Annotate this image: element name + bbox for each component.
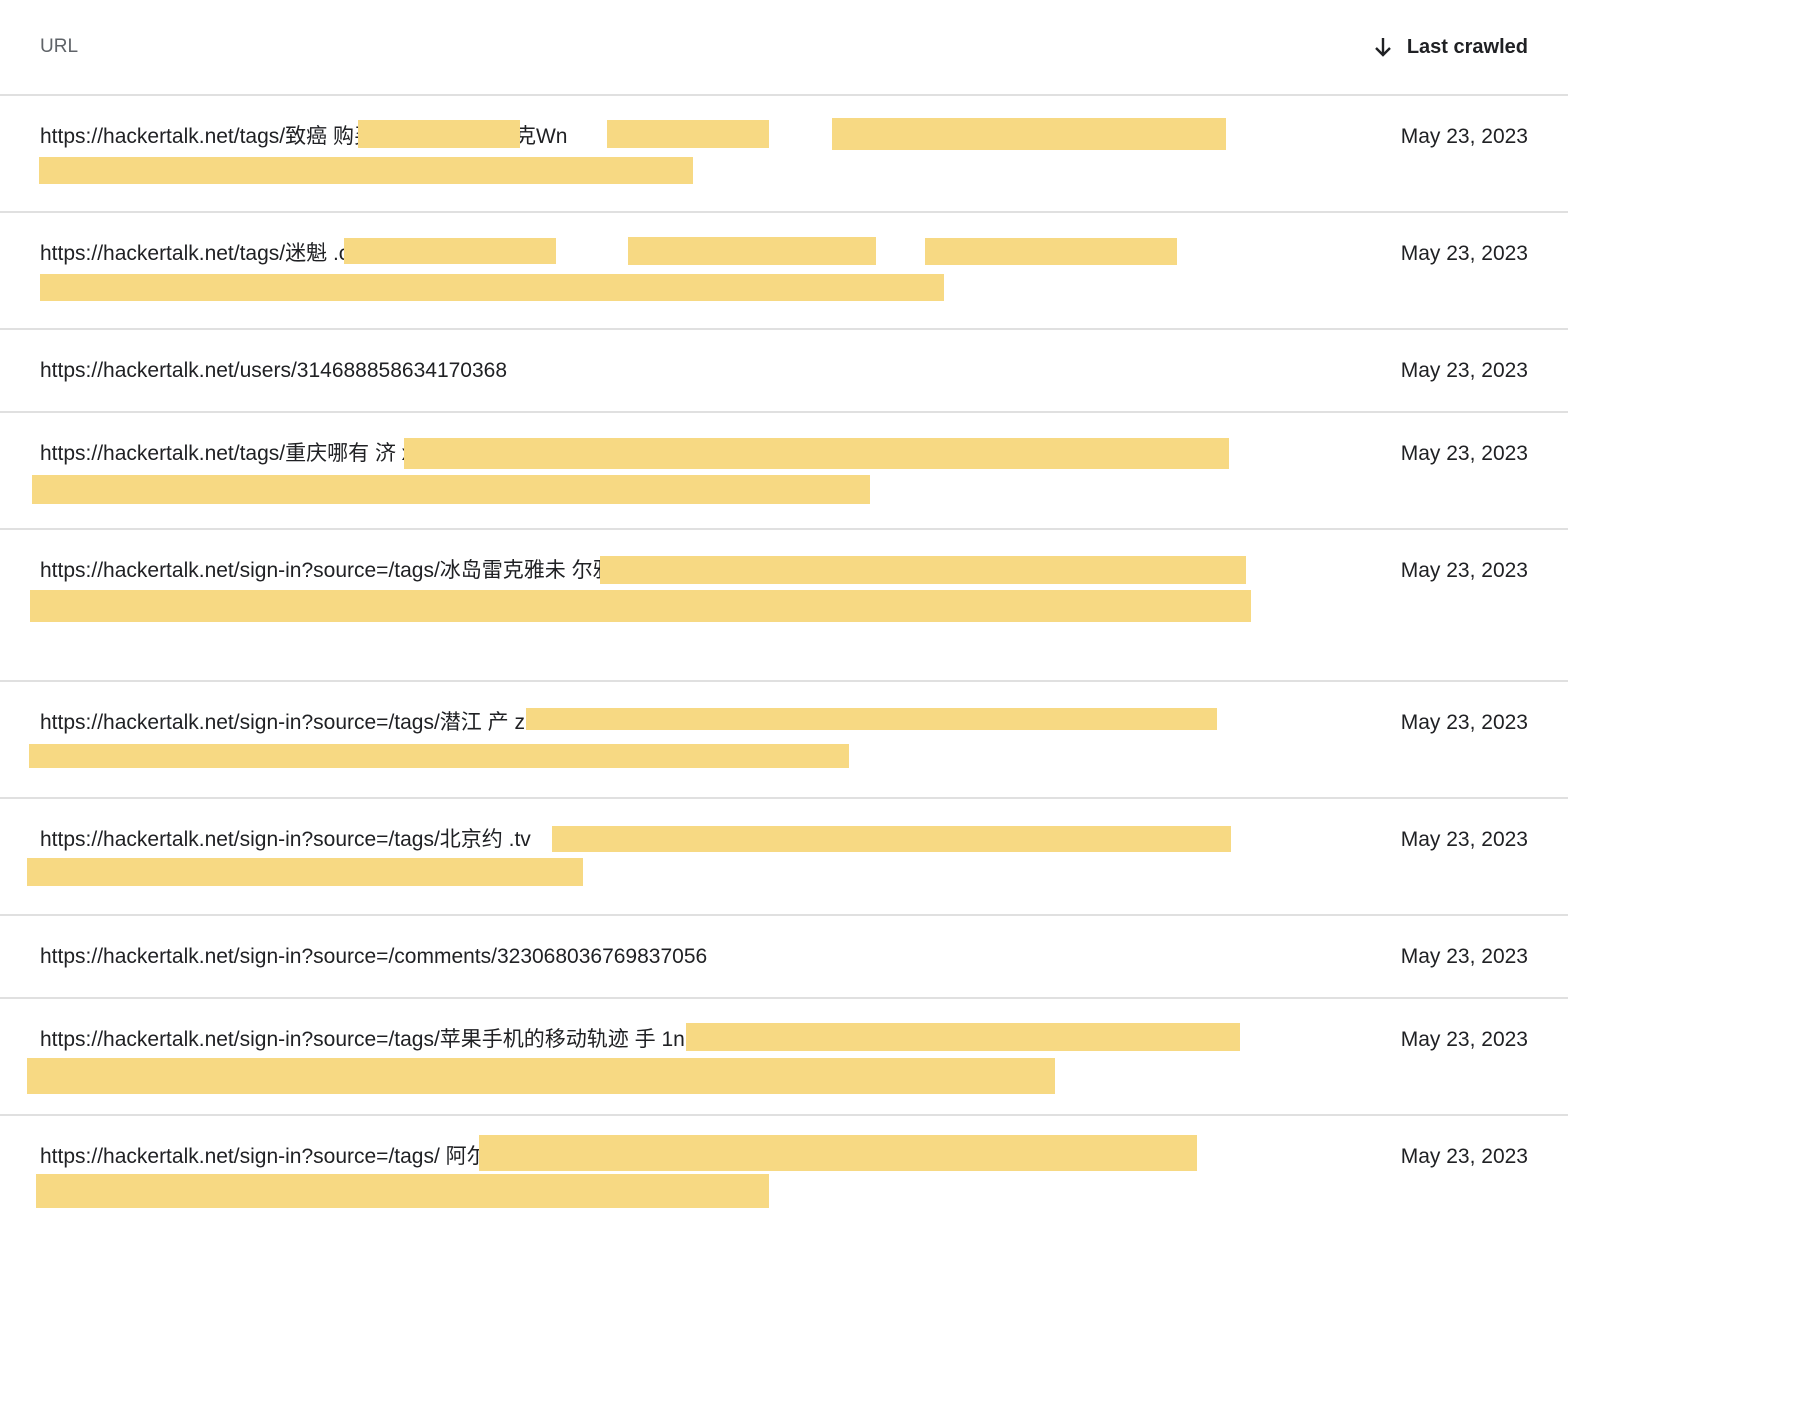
last-crawled-cell: May 23, 2023 xyxy=(1400,1145,1528,1168)
redaction xyxy=(40,274,944,301)
crawled-urls-table: URL Last crawled https://hackertalk.net/… xyxy=(0,0,1568,1220)
redaction xyxy=(344,238,556,264)
url-cell[interactable]: https://hackertalk.net/sign-in?source=/t… xyxy=(40,828,531,851)
redaction xyxy=(479,1135,1197,1171)
table-row[interactable]: https://hackertalk.net/tags/迷魁 .com】 伟哥 … xyxy=(0,213,1568,330)
last-crawled-cell: May 23, 2023 xyxy=(1400,125,1528,148)
table-row[interactable]: https://hackertalk.net/sign-in?source=/t… xyxy=(0,999,1568,1116)
last-crawled-cell: May 23, 2023 xyxy=(1400,242,1528,265)
table-row[interactable]: https://hackertalk.net/sign-in?source=/t… xyxy=(0,799,1568,916)
last-crawled-cell: May 23, 2023 xyxy=(1400,945,1528,968)
redaction xyxy=(600,556,1246,584)
redaction xyxy=(29,744,849,768)
redaction xyxy=(32,475,870,504)
table-row[interactable]: https://hackertalk.net/sign-in?source=/t… xyxy=(0,530,1568,682)
url-cell[interactable]: https://hackertalk.net/sign-in?source=/c… xyxy=(40,945,708,968)
table-row[interactable]: https://hackertalk.net/sign-in?source=/c… xyxy=(0,916,1568,999)
last-crawled-cell: May 23, 2023 xyxy=(1400,711,1528,734)
table-row[interactable]: https://hackertalk.net/sign-in?source=/t… xyxy=(0,682,1568,799)
redaction xyxy=(607,120,769,148)
last-crawled-cell: May 23, 2023 xyxy=(1400,359,1528,382)
redaction xyxy=(404,438,1229,469)
table-header: URL Last crawled xyxy=(0,0,1568,96)
last-crawled-cell: May 23, 2023 xyxy=(1400,828,1528,851)
last-crawled-cell: May 23, 2023 xyxy=(1400,442,1528,465)
table-row[interactable]: https://hackertalk.net/tags/致癌 购买网址 行话药,… xyxy=(0,96,1568,213)
url-cell[interactable]: https://hackertalk.net/sign-in?source=/t… xyxy=(40,711,525,734)
last-crawled-label: Last crawled xyxy=(1406,35,1528,58)
redaction xyxy=(552,826,1231,852)
redaction xyxy=(925,238,1177,265)
last-crawled-sort-header[interactable]: Last crawled xyxy=(1373,36,1528,59)
redaction xyxy=(39,157,693,184)
redaction xyxy=(628,237,876,265)
last-crawled-cell: May 23, 2023 xyxy=(1400,1028,1528,1051)
url-cell[interactable]: https://hackertalk.net/sign-in?source=/t… xyxy=(40,1145,619,1168)
redaction xyxy=(30,590,1251,622)
url-cell[interactable]: https://hackertalk.net/users/31468885863… xyxy=(40,359,508,382)
url-cell[interactable]: https://hackertalk.net/sign-in?source=/t… xyxy=(40,559,725,582)
table-row[interactable]: https://hackertalk.net/tags/重庆哪有 济 xyxy=(0,413,1568,530)
redaction xyxy=(686,1023,1240,1051)
url-column-header: URL xyxy=(40,36,79,57)
redaction xyxy=(358,120,520,148)
redaction xyxy=(526,708,1217,730)
url-cell[interactable]: https://hackertalk.net/tags/重庆哪有 济 xyxy=(40,442,423,465)
last-crawled-cell: May 23, 2023 xyxy=(1400,559,1528,582)
arrow-down-icon xyxy=(1374,38,1391,57)
redaction xyxy=(36,1174,769,1208)
redaction xyxy=(27,858,583,886)
redaction xyxy=(832,118,1226,150)
table-row[interactable]: https://hackertalk.net/users/31468885863… xyxy=(0,330,1568,413)
redaction xyxy=(27,1058,1055,1094)
url-cell[interactable]: https://hackertalk.net/sign-in?source=/t… xyxy=(40,1028,685,1051)
table-row[interactable]: https://hackertalk.net/sign-in?source=/t… xyxy=(0,1116,1568,1220)
